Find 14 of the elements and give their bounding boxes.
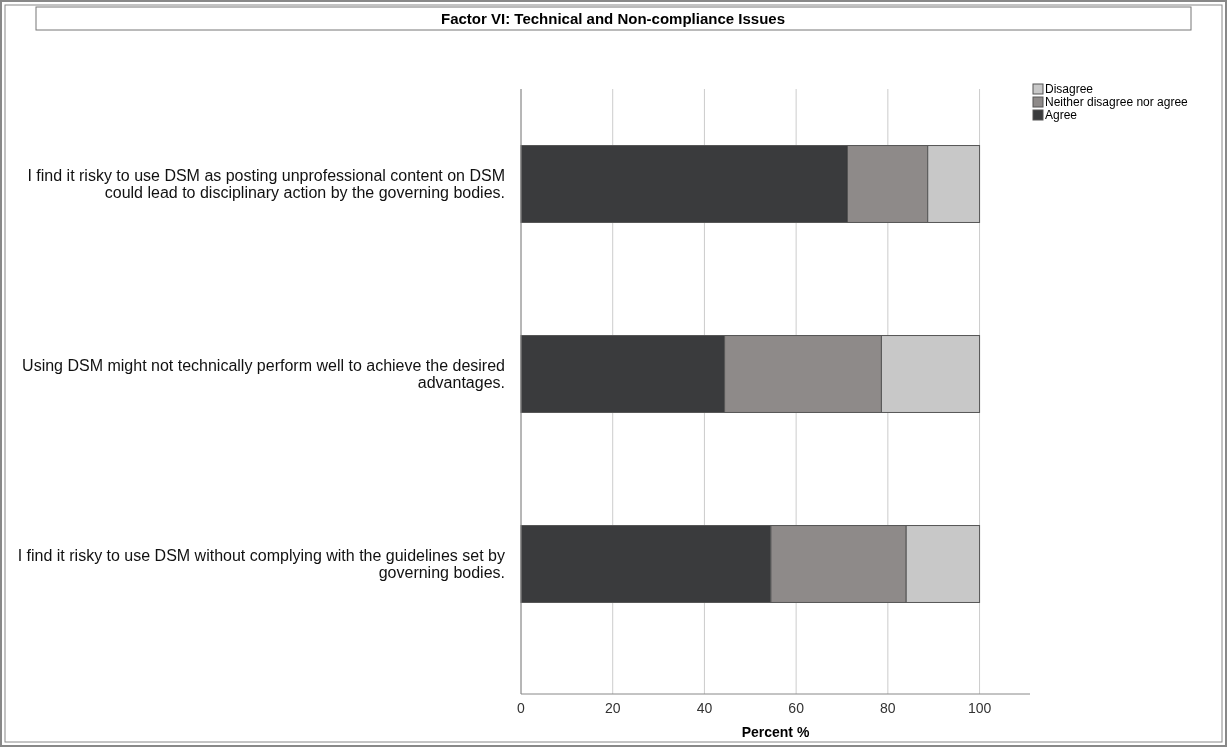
x-tick-label: 80: [880, 700, 896, 716]
x-tick-label: 20: [604, 700, 621, 716]
x-tick-label: 60: [788, 700, 805, 716]
y-tick-label: I find it risky to use DSM without complying with the guidelines set by governing bodies.: [17, 546, 505, 581]
y-tick-label: I find it risky to use DSM as posting unprofessional content on DSM could lead to disciplinary action by the governing bodies.: [27, 166, 505, 201]
x-tick-label: 0: [517, 700, 526, 716]
x-tick-label: 40: [696, 700, 713, 716]
legend-label: Disagree: [1045, 82, 1094, 96]
legend-label: Agree: [1045, 108, 1078, 122]
chart-title: Factor VI: Technical and Non-compliance Issues: [441, 10, 785, 27]
x-axis-title: Percent %: [741, 724, 810, 740]
x-tick-label: 100: [967, 700, 992, 716]
legend-label: Neither disagree nor agree: [1045, 95, 1189, 109]
y-tick-label: Using DSM might not technically perform well to achieve the desired advantages.: [22, 356, 505, 391]
